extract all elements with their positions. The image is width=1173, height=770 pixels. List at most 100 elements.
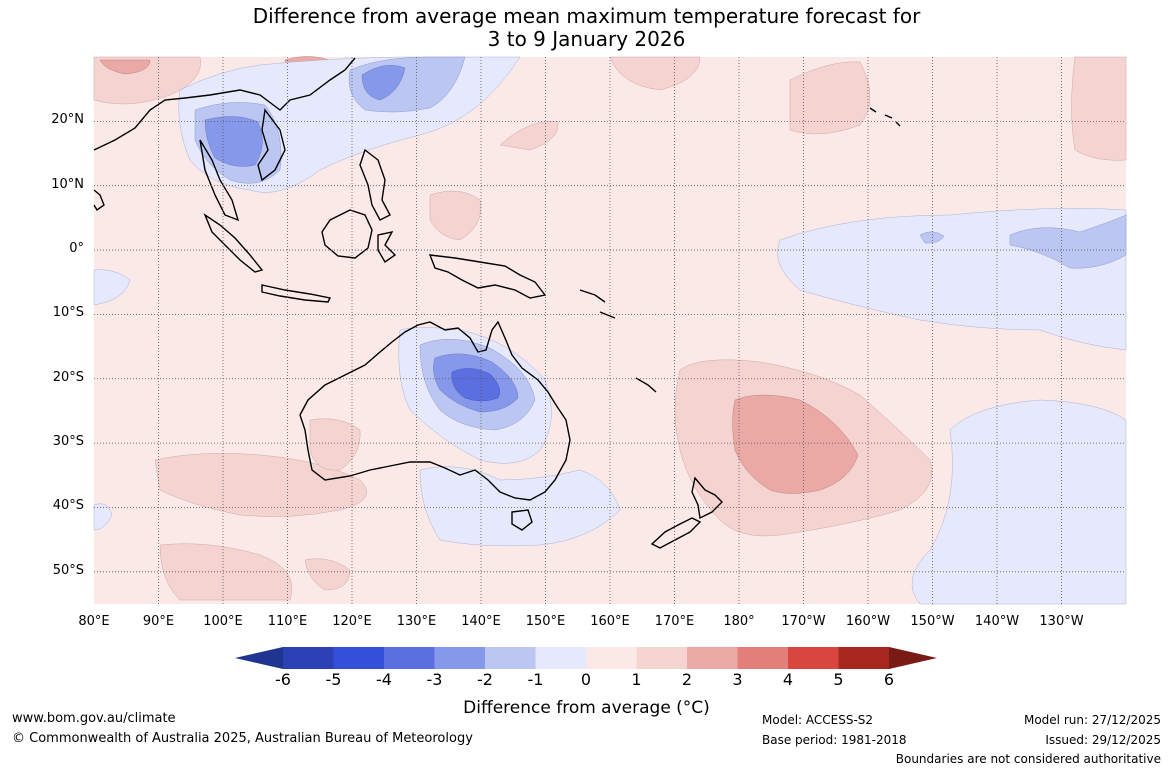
cool-region-1-2 — [919, 231, 945, 244]
warm-region-1-2 — [309, 418, 361, 471]
colorbar-segment — [636, 647, 688, 669]
colorbar-segment — [687, 647, 738, 669]
longitude-label: 130°W — [1039, 614, 1084, 629]
longitude-label: 150°E — [525, 614, 566, 629]
colorbar-tick-label: 3 — [732, 670, 743, 689]
latitude-label: 20°N — [51, 112, 84, 128]
colorbar-segment — [838, 647, 890, 669]
colorbar-tick-label: -3 — [426, 670, 443, 689]
warm-region-2-3 — [732, 394, 859, 494]
sumatra-coastline — [203, 213, 264, 273]
colorbar-tick-label: -4 — [376, 670, 392, 689]
sulawesi-coastline — [377, 230, 397, 264]
model-run-date: Model run: 27/12/2025 — [1023, 713, 1161, 727]
latitude-label: 40°S — [52, 498, 84, 514]
issued-date: Issued: 29/12/2025 — [1045, 733, 1161, 747]
longitude-label: 140°E — [461, 614, 501, 629]
tasmania-coastline — [511, 509, 533, 531]
colorbar-segment — [737, 647, 789, 669]
model-name: Model: ACCESS-S2 — [762, 713, 874, 727]
new-zealand-north-coastline — [691, 476, 723, 520]
cool-region-1-2 — [1009, 214, 1127, 269]
colorbar-tick-label: -1 — [527, 670, 544, 689]
latitude-label: 30°S — [52, 434, 84, 450]
colorbar-tick-label: -6 — [275, 670, 291, 689]
graticule — [94, 57, 1126, 604]
hawaii-coastline — [869, 107, 901, 127]
latitude-label: 10°N — [51, 176, 84, 192]
philippines-coastline — [359, 148, 391, 221]
colorbar-tick-label: -2 — [477, 670, 493, 689]
website-link[interactable]: www.bom.gov.au/climate — [12, 711, 176, 726]
colorbar-max-extension — [889, 647, 937, 669]
java-coastline — [261, 284, 332, 303]
anomaly-contours — [93, 56, 1127, 605]
longitude-label: 120°E — [332, 614, 372, 629]
warm-region-1-2 — [304, 558, 351, 591]
new-caledonia-coastline — [635, 377, 657, 393]
latitude-label: 10°S — [52, 305, 84, 321]
warm-region-1-2 — [1071, 56, 1127, 161]
new-zealand-south-coastline — [650, 517, 702, 549]
colorbar — [235, 647, 937, 669]
cool-region-0-1 — [93, 503, 113, 531]
colorbar-segment — [333, 647, 385, 669]
new-guinea-coastline — [428, 254, 547, 299]
latitude-label: 20°S — [52, 369, 84, 385]
colorbar-segment — [384, 647, 435, 669]
colorbar-segment — [586, 647, 637, 669]
cool-region-0-1 — [419, 466, 621, 547]
warm-region-1-2 — [154, 453, 367, 517]
colorbar-tick-label: 1 — [631, 670, 642, 689]
cool-region-2-3 — [361, 64, 406, 101]
australia-coastline — [299, 320, 571, 501]
longitude-label: 170°E — [654, 614, 695, 629]
map-title-line-1: Difference from average mean maximum tem… — [252, 4, 921, 28]
colorbar-segment — [283, 647, 334, 669]
longitude-label: 160°W — [845, 614, 891, 629]
warm-region-1-2 — [159, 543, 293, 601]
copyright-notice: © Commonwealth of Australia 2025, Austra… — [12, 731, 473, 746]
longitude-label: 180° — [723, 614, 755, 629]
vietnam-coastline — [257, 108, 286, 182]
latitude-label: 50°S — [52, 562, 84, 578]
map-title-line-2: 3 to 9 January 2026 — [487, 27, 686, 51]
warm-region-1-2 — [499, 121, 559, 151]
longitude-label: 170°W — [781, 614, 826, 629]
longitude-label: 160°E — [590, 614, 630, 629]
warm-region-1-2 — [609, 56, 701, 91]
colorbar-min-extension — [235, 647, 283, 669]
colorbar-segment — [535, 647, 587, 669]
colorbar-segment — [485, 647, 536, 669]
colorbar-segment — [788, 647, 839, 669]
colorbar-tick-label: 6 — [883, 670, 895, 689]
longitude-label: 110°E — [267, 614, 308, 629]
colorbar-segment — [434, 647, 486, 669]
longitude-label: 100°E — [203, 614, 243, 629]
colorbar-title: Difference from average (°C) — [463, 698, 710, 718]
warm-region-1-2 — [429, 190, 482, 241]
latitude-label: 0° — [69, 241, 84, 257]
cool-region-3-4 — [451, 368, 500, 402]
longitude-label: 80°E — [78, 614, 110, 629]
longitude-label: 90°E — [142, 614, 175, 629]
colorbar-tick-label: 2 — [681, 670, 693, 689]
warm-region-2-3 — [99, 59, 151, 75]
colorbar-tick-label: -5 — [325, 670, 342, 689]
coastlines — [93, 57, 901, 549]
longitude-label: 150°W — [910, 614, 955, 629]
borneo-coastline — [321, 209, 373, 259]
cool-region-0-1 — [911, 399, 1127, 605]
colorbar-tick-label: 0 — [580, 670, 592, 689]
cool-region-0-1 — [93, 269, 131, 306]
warm-region-1-2 — [789, 61, 871, 135]
sri-lanka-coastline — [93, 189, 105, 212]
mainland-asia-coastline — [93, 57, 356, 222]
cool-region-2-3 — [204, 116, 263, 167]
boundary-disclaimer: Boundaries are not considered authoritat… — [895, 752, 1161, 766]
longitude-label: 130°E — [396, 614, 437, 629]
colorbar-tick-label: 5 — [833, 670, 844, 689]
longitude-label: 140°W — [974, 614, 1020, 629]
base-period: Base period: 1981-2018 — [762, 733, 907, 747]
